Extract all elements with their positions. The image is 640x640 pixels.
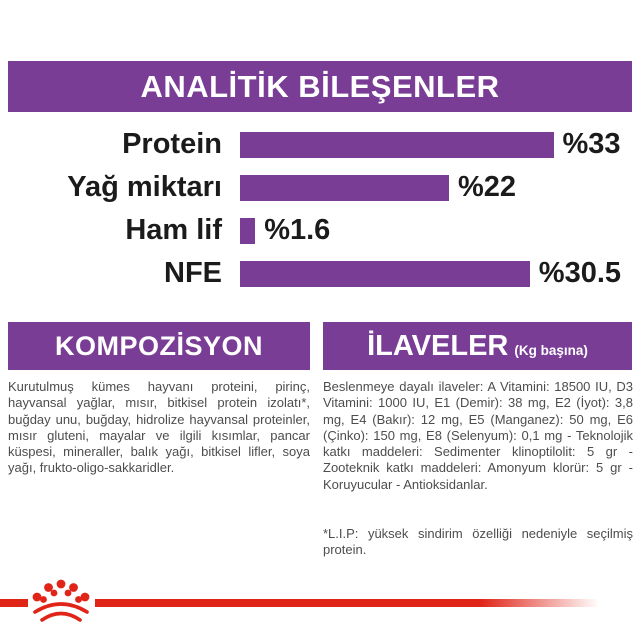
composition-title: KOMPOZİSYON — [54, 330, 263, 361]
chart-row-label: NFE — [164, 257, 222, 289]
chart-bar — [240, 131, 554, 158]
chart-bar — [240, 217, 256, 244]
chart-row-label: Ham lif — [125, 214, 222, 246]
footer-red-line-left — [0, 599, 28, 607]
analytical-components-banner: ANALİTİK BİLEŞENLER — [8, 61, 632, 112]
analytical-components-title: ANALİTİK BİLEŞENLER — [140, 68, 500, 104]
additives-title: İLAVELER — [367, 329, 509, 362]
analytical-bar-chart: Protein %33 Yağ miktarı %22 Ham lif %1.6… — [0, 123, 640, 295]
chart-row: Protein %33 — [0, 123, 640, 166]
chart-bar-value: %22 — [458, 171, 517, 203]
chart-bar — [240, 174, 449, 201]
lip-footnote: *L.I.P: yüksek sindirim özelliği nedeniy… — [323, 526, 633, 558]
chart-row: NFE %30.5 — [0, 252, 640, 295]
royal-canin-crown-logo — [32, 579, 90, 622]
additives-subtitle: (Kg başına) — [514, 342, 588, 358]
additives-banner: İLAVELER (Kg başına) — [323, 322, 632, 370]
composition-text: Kurutulmuş kümes hayvanı proteini, pirin… — [8, 379, 310, 476]
additives-text: Beslenmeye dayalı ilaveler: A Vitamini: … — [323, 379, 633, 492]
chart-row-label: Protein — [122, 128, 222, 160]
chart-row: Ham lif %1.6 — [0, 209, 640, 252]
chart-bar-value: %30.5 — [538, 257, 622, 289]
chart-bar-value: %33 — [562, 128, 621, 160]
chart-row: Yağ miktarı %22 — [0, 166, 640, 209]
footer-red-line-right — [95, 599, 615, 607]
chart-bar — [240, 260, 530, 287]
chart-row-label: Yağ miktarı — [67, 171, 222, 203]
composition-banner: KOMPOZİSYON — [8, 322, 310, 370]
chart-bar-value: %1.6 — [264, 214, 331, 246]
